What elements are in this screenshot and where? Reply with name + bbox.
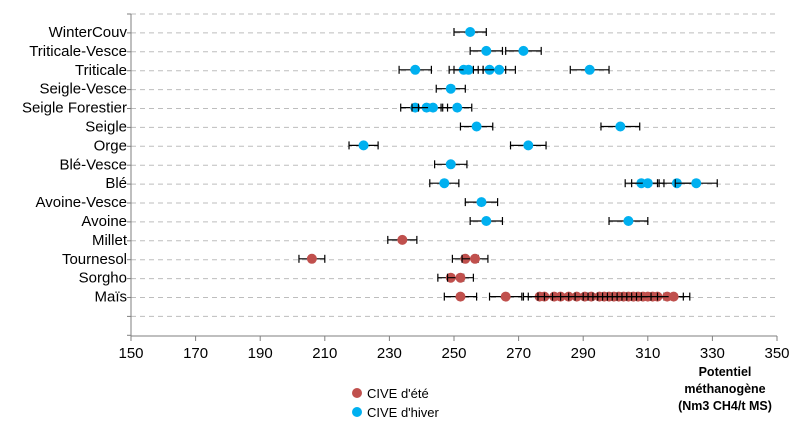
point-marker [668, 291, 679, 302]
data-point [461, 253, 489, 264]
data-point [429, 178, 460, 189]
category-label: Seigle Forestier [22, 100, 127, 117]
point-marker [584, 64, 595, 75]
x-axis-label-line: Potentiel [699, 365, 752, 379]
point-marker [465, 27, 476, 37]
data-point [482, 64, 516, 75]
point-marker [691, 178, 702, 189]
x-axis-label-line: méthanogène [684, 382, 765, 396]
axes [127, 13, 778, 341]
category-label: Millet [92, 232, 128, 249]
data-point [434, 159, 468, 170]
category-label: Avoine-Vesce [36, 194, 127, 211]
point-marker [481, 45, 492, 56]
point-marker [306, 253, 317, 264]
category-label: Avoine [81, 213, 127, 230]
legend: CIVE d'été CIVE d'hiver [352, 386, 440, 420]
point-marker [523, 140, 534, 151]
category-label: Triticale-Vesce [29, 43, 127, 60]
point-marker [471, 121, 482, 132]
point-marker [463, 64, 474, 75]
data-point [398, 64, 432, 75]
point-marker [445, 159, 456, 170]
category-label: Sorgho [79, 270, 127, 287]
data-point [464, 197, 499, 208]
category-label: Blé-Vesce [59, 156, 127, 173]
x-tick-label: 150 [118, 345, 143, 362]
data-point [505, 45, 542, 56]
point-marker [500, 291, 511, 302]
x-tick-label: 330 [700, 345, 725, 362]
legend-marker [352, 388, 362, 398]
legend-label: CIVE d'hiver [367, 405, 440, 420]
point-marker [358, 140, 369, 151]
x-axis-label-line: (Nm3 CH4/t MS) [678, 399, 772, 413]
legend-marker [352, 407, 362, 417]
point-marker [397, 234, 408, 245]
point-marker [642, 178, 653, 189]
point-marker [476, 197, 487, 208]
x-tick-label: 190 [248, 345, 273, 362]
x-tick-label: 270 [506, 345, 531, 362]
point-marker [410, 64, 421, 75]
data-point [600, 121, 641, 132]
x-tick-label: 210 [312, 345, 337, 362]
point-marker [481, 216, 492, 226]
x-axis-label: Potentiel méthanogène (Nm3 CH4/t MS) [678, 365, 772, 413]
data-point [656, 291, 691, 302]
data-point [435, 83, 466, 94]
data-point [459, 121, 494, 132]
point-marker [518, 45, 529, 56]
point-marker [445, 83, 456, 94]
x-tick-label: 310 [635, 345, 660, 362]
category-labels: WinterCouv Triticale-Vesce Triticale Seigle… [22, 24, 128, 306]
point-marker [623, 216, 634, 226]
point-marker [428, 102, 439, 113]
data-point [298, 253, 326, 264]
category-label: Orge [94, 137, 127, 154]
data-point [488, 291, 523, 302]
data-point [674, 178, 718, 189]
legend-label: CIVE d'été [367, 386, 429, 401]
data-point [469, 216, 504, 226]
point-marker [469, 253, 480, 264]
data-point [469, 45, 504, 56]
data-point [509, 140, 547, 151]
category-label: Triticale [75, 62, 127, 79]
category-label: Maïs [94, 289, 127, 306]
data-point [453, 27, 487, 37]
point-marker [615, 121, 626, 132]
x-tick-label: 290 [571, 345, 596, 362]
point-marker [494, 64, 505, 75]
category-label: Seigle [85, 119, 127, 136]
data-point [348, 140, 379, 151]
x-tick-label: 230 [377, 345, 402, 362]
point-marker [452, 102, 463, 113]
category-label: WinterCouv [49, 24, 128, 41]
x-tick-labels: 150 170 190 210 230 250 270 290 310 330 350 [118, 345, 789, 362]
point-marker [439, 178, 450, 189]
data-points [298, 27, 718, 302]
x-tick-label: 170 [183, 345, 208, 362]
category-label: Blé [105, 175, 127, 192]
data-point [442, 102, 473, 113]
data-point [608, 216, 649, 226]
data-point [387, 234, 418, 245]
point-marker [455, 272, 466, 283]
x-tick-label: 250 [441, 345, 466, 362]
data-point [569, 64, 610, 75]
data-point [443, 291, 478, 302]
x-tick-label: 350 [764, 345, 789, 362]
point-marker [455, 291, 466, 302]
category-label: Seigle-Vesce [39, 81, 127, 98]
category-label: Tournesol [62, 251, 127, 268]
data-point [446, 272, 474, 283]
